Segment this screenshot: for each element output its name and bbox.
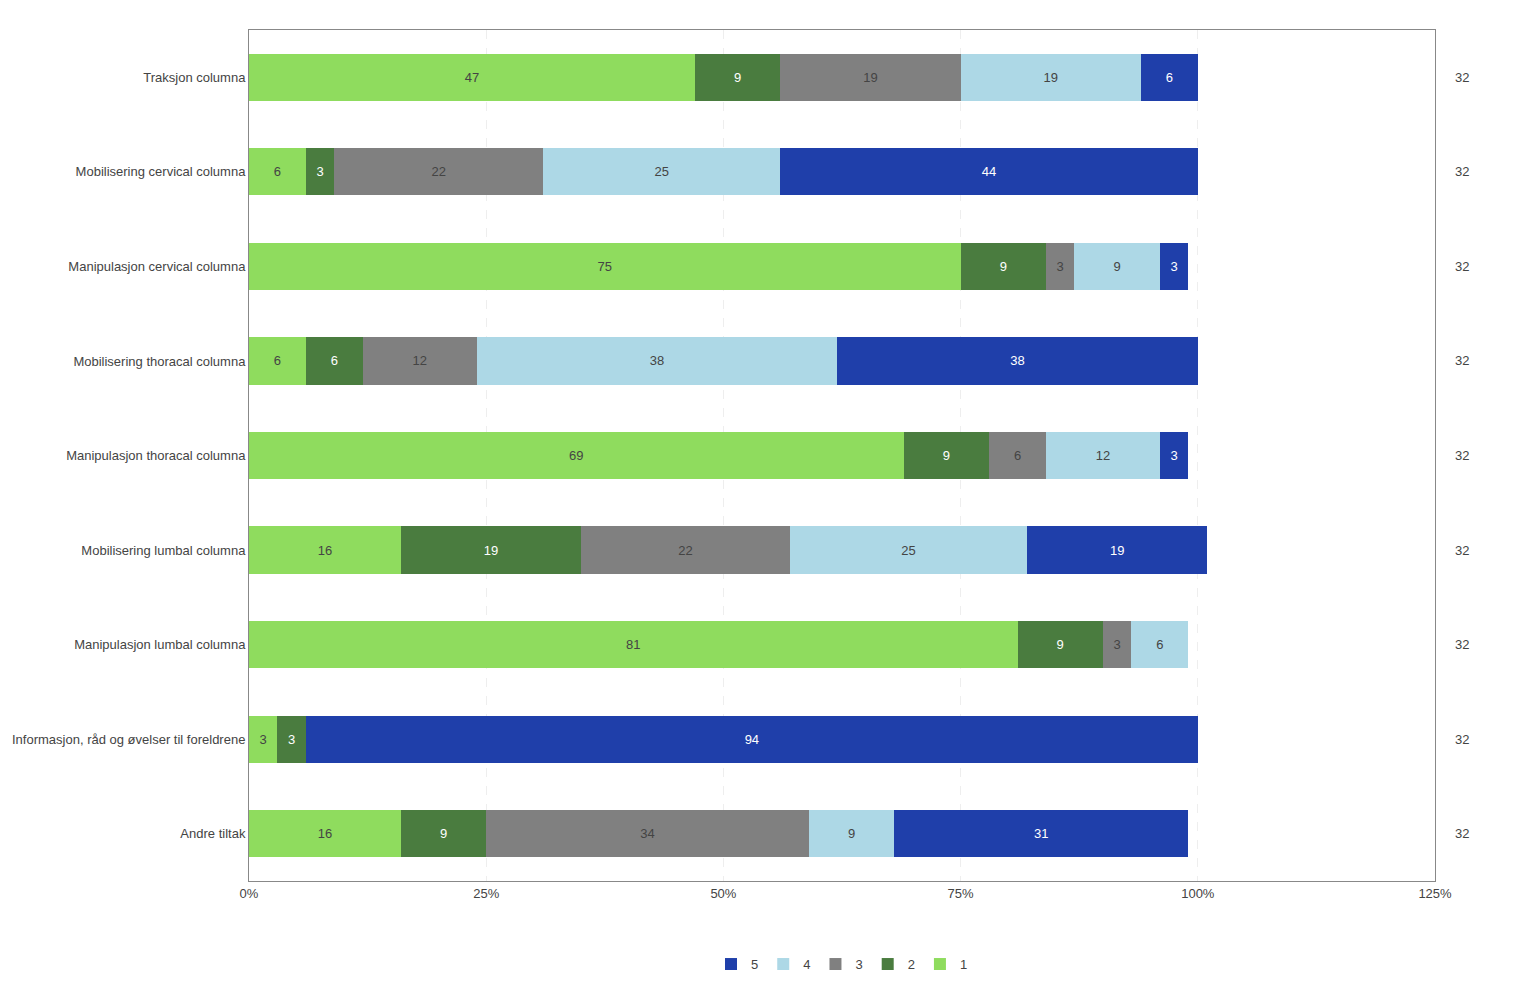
svg-text:3: 3 bbox=[1170, 448, 1177, 463]
svg-text:38: 38 bbox=[650, 353, 664, 368]
svg-text:22: 22 bbox=[678, 543, 692, 558]
svg-text:Informasjon, råd og øvelser ti: Informasjon, råd og øvelser til foreldre… bbox=[12, 732, 245, 747]
svg-text:38: 38 bbox=[1010, 353, 1024, 368]
svg-text:4: 4 bbox=[803, 957, 810, 972]
svg-text:50%: 50% bbox=[710, 886, 736, 901]
svg-text:16: 16 bbox=[318, 543, 332, 558]
svg-text:19: 19 bbox=[1110, 543, 1124, 558]
svg-text:Mobilisering thoracal columna: Mobilisering thoracal columna bbox=[73, 353, 246, 368]
svg-text:32: 32 bbox=[1455, 826, 1469, 841]
svg-text:12: 12 bbox=[1096, 448, 1110, 463]
svg-text:9: 9 bbox=[1057, 637, 1064, 652]
svg-text:32: 32 bbox=[1455, 732, 1469, 747]
svg-text:32: 32 bbox=[1455, 353, 1469, 368]
svg-text:32: 32 bbox=[1455, 637, 1469, 652]
svg-text:9: 9 bbox=[943, 448, 950, 463]
svg-text:9: 9 bbox=[1000, 259, 1007, 274]
svg-text:0%: 0% bbox=[240, 886, 259, 901]
svg-text:47: 47 bbox=[465, 70, 479, 85]
svg-text:25%: 25% bbox=[473, 886, 499, 901]
svg-text:Traksjon columna: Traksjon columna bbox=[143, 70, 246, 85]
svg-text:34: 34 bbox=[640, 826, 654, 841]
svg-text:Manipulasjon cervical columna: Manipulasjon cervical columna bbox=[68, 259, 246, 274]
svg-text:75%: 75% bbox=[948, 886, 974, 901]
svg-text:Manipulasjon thoracal columna: Manipulasjon thoracal columna bbox=[66, 448, 246, 463]
svg-text:6: 6 bbox=[1014, 448, 1021, 463]
svg-text:32: 32 bbox=[1455, 70, 1469, 85]
svg-text:25: 25 bbox=[654, 164, 668, 179]
svg-text:94: 94 bbox=[745, 732, 759, 747]
svg-text:3: 3 bbox=[317, 164, 324, 179]
svg-text:1: 1 bbox=[960, 957, 967, 972]
svg-text:81: 81 bbox=[626, 637, 640, 652]
svg-text:25: 25 bbox=[901, 543, 915, 558]
svg-text:3: 3 bbox=[855, 957, 862, 972]
svg-text:16: 16 bbox=[318, 826, 332, 841]
svg-text:69: 69 bbox=[569, 448, 583, 463]
svg-text:3: 3 bbox=[1057, 259, 1064, 274]
svg-text:19: 19 bbox=[1044, 70, 1058, 85]
svg-text:32: 32 bbox=[1455, 164, 1469, 179]
svg-text:12: 12 bbox=[413, 353, 427, 368]
svg-text:9: 9 bbox=[440, 826, 447, 841]
svg-text:Andre tiltak: Andre tiltak bbox=[180, 826, 246, 841]
svg-text:6: 6 bbox=[331, 353, 338, 368]
svg-text:Manipulasjon lumbal columna: Manipulasjon lumbal columna bbox=[74, 637, 246, 652]
svg-text:Mobilisering lumbal columna: Mobilisering lumbal columna bbox=[81, 543, 246, 558]
svg-text:31: 31 bbox=[1034, 826, 1048, 841]
svg-text:9: 9 bbox=[848, 826, 855, 841]
svg-text:19: 19 bbox=[863, 70, 877, 85]
svg-text:32: 32 bbox=[1455, 448, 1469, 463]
svg-text:3: 3 bbox=[260, 732, 267, 747]
svg-text:100%: 100% bbox=[1181, 886, 1215, 901]
svg-text:32: 32 bbox=[1455, 259, 1469, 274]
svg-text:9: 9 bbox=[734, 70, 741, 85]
svg-text:Mobilisering cervical columna: Mobilisering cervical columna bbox=[76, 164, 247, 179]
svg-text:9: 9 bbox=[1114, 259, 1121, 274]
svg-text:75: 75 bbox=[598, 259, 612, 274]
svg-text:6: 6 bbox=[1166, 70, 1173, 85]
svg-text:2: 2 bbox=[908, 957, 915, 972]
svg-text:3: 3 bbox=[288, 732, 295, 747]
svg-text:44: 44 bbox=[982, 164, 996, 179]
svg-text:6: 6 bbox=[274, 353, 281, 368]
svg-text:3: 3 bbox=[1114, 637, 1121, 652]
svg-text:6: 6 bbox=[1156, 637, 1163, 652]
svg-text:3: 3 bbox=[1170, 259, 1177, 274]
svg-text:6: 6 bbox=[274, 164, 281, 179]
svg-text:125%: 125% bbox=[1418, 886, 1452, 901]
svg-text:32: 32 bbox=[1455, 543, 1469, 558]
svg-text:5: 5 bbox=[751, 957, 758, 972]
svg-text:19: 19 bbox=[484, 543, 498, 558]
svg-text:22: 22 bbox=[432, 164, 446, 179]
